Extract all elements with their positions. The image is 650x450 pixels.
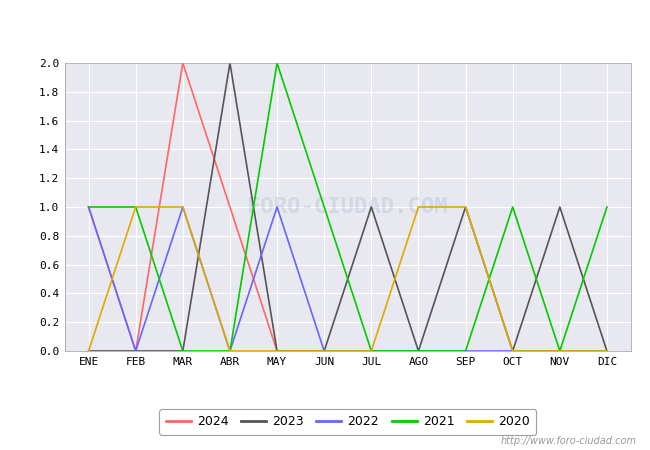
Text: Matriculaciones de Vehiculos en Azuébar: Matriculaciones de Vehiculos en Azuébar [130,18,520,36]
Text: FORO-CIUDAD.COM: FORO-CIUDAD.COM [248,197,448,217]
Legend: 2024, 2023, 2022, 2021, 2020: 2024, 2023, 2022, 2021, 2020 [159,409,536,435]
Text: http://www.foro-ciudad.com: http://www.foro-ciudad.com [501,436,637,446]
